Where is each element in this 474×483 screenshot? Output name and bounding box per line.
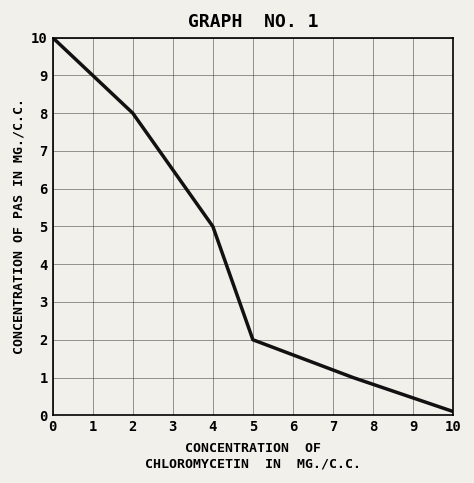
X-axis label: CONCENTRATION  OF
CHLOROMYCETIN  IN  MG./C.C.: CONCENTRATION OF CHLOROMYCETIN IN MG./C.… <box>145 442 361 470</box>
Title: GRAPH  NO. 1: GRAPH NO. 1 <box>188 13 318 30</box>
Y-axis label: CONCENTRATION OF PAS IN MG./C.C.: CONCENTRATION OF PAS IN MG./C.C. <box>12 99 26 355</box>
